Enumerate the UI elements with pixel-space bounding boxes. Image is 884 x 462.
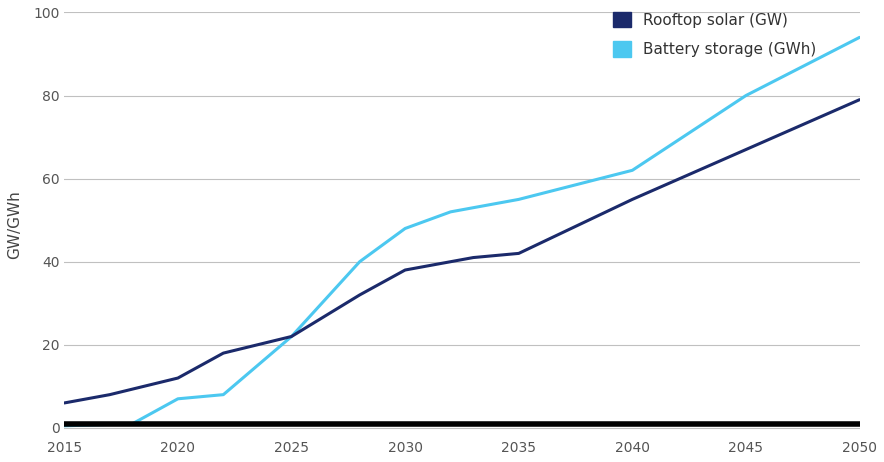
Legend: Rooftop solar (GW), Battery storage (GWh): Rooftop solar (GW), Battery storage (GWh… <box>613 12 817 57</box>
Y-axis label: GW/GWh: GW/GWh <box>7 190 22 259</box>
